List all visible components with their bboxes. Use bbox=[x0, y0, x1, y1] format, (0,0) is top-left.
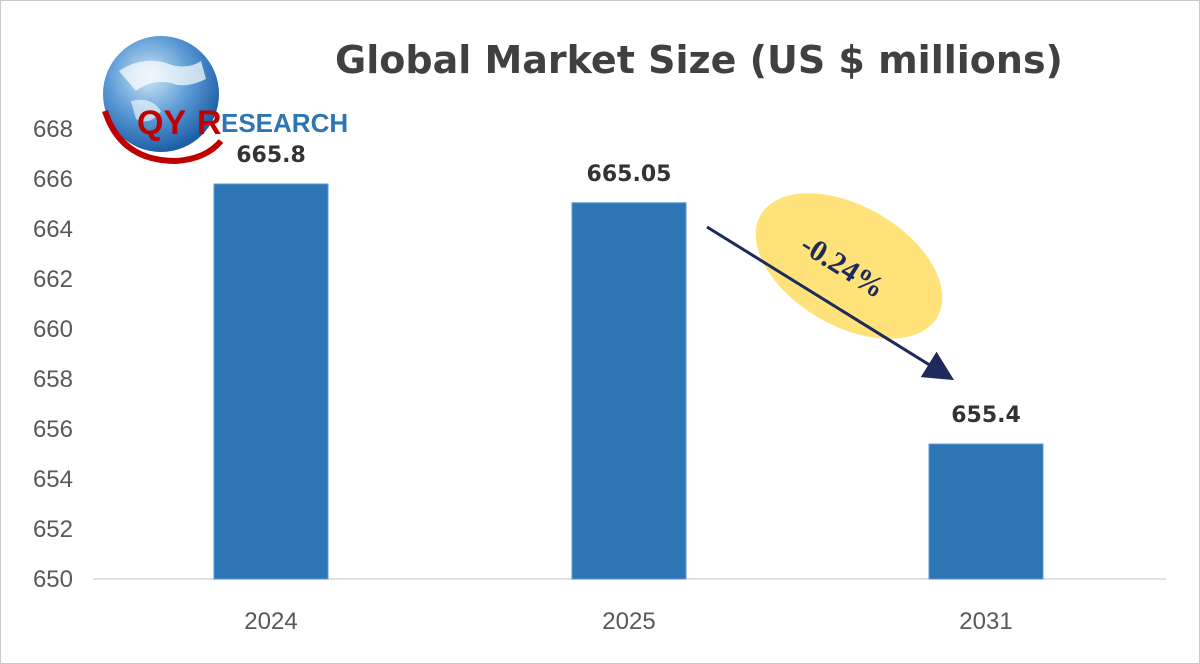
bars bbox=[213, 183, 1044, 580]
x-tick-label: 2031 bbox=[959, 608, 1012, 635]
y-tick-label: 652 bbox=[33, 516, 73, 543]
y-tick-label: 656 bbox=[33, 416, 73, 443]
trend-arrow bbox=[706, 225, 955, 381]
x-tick-label: 2024 bbox=[244, 608, 297, 635]
y-tick-label: 668 bbox=[33, 116, 73, 143]
callout-bubble bbox=[755, 193, 943, 339]
data-label: 665.05 bbox=[587, 162, 672, 187]
logo-text-esearch: ESEARCH bbox=[221, 108, 348, 138]
y-tick-label: 660 bbox=[33, 316, 73, 343]
logo-text-r: R bbox=[197, 104, 222, 142]
bar-2024 bbox=[213, 183, 329, 580]
y-tick-label: 662 bbox=[33, 266, 73, 293]
x-axis: 2024 2025 2031 bbox=[244, 608, 1012, 635]
bar-2025 bbox=[571, 202, 687, 580]
y-tick-label: 658 bbox=[33, 366, 73, 393]
qyresearch-logo: QY R ESEARCH bbox=[102, 36, 348, 165]
y-tick-label: 666 bbox=[33, 166, 73, 193]
bar-2031 bbox=[928, 443, 1044, 580]
data-labels: 665.8 665.05 655.4 bbox=[236, 143, 1021, 428]
x-tick-label: 2025 bbox=[602, 608, 655, 635]
chart-title: Global Market Size (US $ millions) bbox=[335, 38, 1063, 82]
y-tick-label: 664 bbox=[33, 216, 73, 243]
y-axis: 650 652 654 656 658 660 662 664 666 668 bbox=[33, 116, 73, 593]
y-tick-label: 654 bbox=[33, 466, 73, 493]
data-label: 655.4 bbox=[951, 403, 1021, 428]
logo-text-qy: QY bbox=[137, 104, 186, 142]
growth-callout: -0.24% bbox=[706, 193, 955, 381]
y-tick-label: 650 bbox=[33, 566, 73, 593]
data-label: 665.8 bbox=[236, 143, 306, 168]
